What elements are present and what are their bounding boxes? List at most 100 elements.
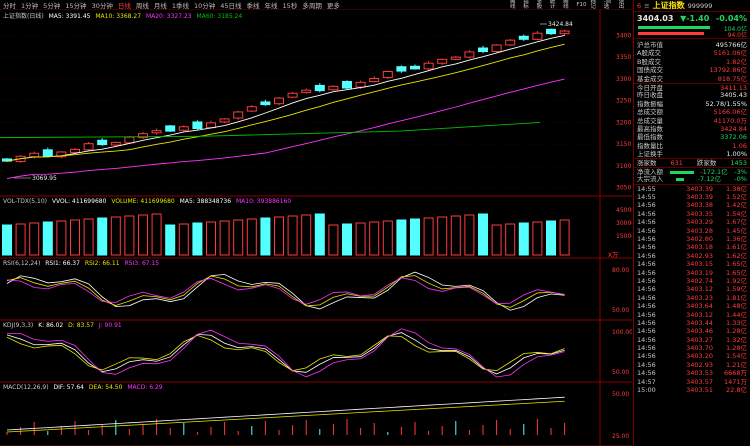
tick-time: 14:56: [637, 251, 656, 260]
toolbar-button[interactable]: 统计: [550, 0, 559, 10]
toolbar-button[interactable]: -自选: [604, 0, 615, 10]
stat-row: 今日开盘 3411.13: [634, 82, 750, 92]
volume-bar: [532, 221, 543, 256]
high-label: 3424.84: [548, 21, 573, 28]
volume-bar: [505, 223, 516, 256]
tick-price: 3403.38: [686, 201, 713, 210]
toolbar-button-label: 指标: [523, 0, 529, 10]
volume-bar: [410, 218, 420, 256]
ma20-label: MA20: 3327.23: [145, 13, 192, 20]
tick-volume: 1.32亿: [726, 335, 747, 344]
stat-label: B股成交: [637, 57, 661, 66]
kline-chart-area[interactable]: 3400 3350 3300 3250 3200 3150 3100 3050 3424.84 3…: [0, 0, 632, 446]
macd-panel-header: MACD(12,26,9) DIF: 57.64 DEA: 54.50 MACD…: [3, 384, 163, 391]
ma60-line: [0, 121, 541, 139]
period-tab[interactable]: 1分钟: [21, 1, 39, 10]
ma20-line: [6, 78, 565, 179]
toolbar-button[interactable]: F10: [576, 2, 586, 8]
tick-time: 14:56: [637, 218, 656, 227]
tick-time: 14:56: [637, 293, 656, 302]
stat-row: 国债成交 13792.86亿: [634, 66, 750, 74]
menu-icon[interactable]: ≡: [644, 1, 650, 10]
stat-label: A股成交: [637, 49, 661, 58]
period-tab[interactable]: 1季线: [171, 1, 189, 10]
volume-bar: [369, 221, 380, 256]
tick-volume: 1.45亿: [726, 226, 747, 235]
volume-bar: [246, 218, 257, 256]
toolbar-button-label: 标记: [590, 0, 597, 10]
period-tab[interactable]: 年线: [264, 1, 278, 10]
candle-body: [287, 92, 298, 98]
candle-body: [450, 56, 461, 60]
volume-bar: [342, 223, 352, 256]
volume-bar: [138, 214, 148, 256]
tick-row: 14:56 3403.38 1.42亿: [634, 201, 750, 209]
period-tab[interactable]: 5分钟: [43, 1, 61, 10]
rsi-panel-header: RSI(6,12,24) RSI1: 66.37 RSI2: 66.11 RSI…: [3, 260, 159, 267]
tick-volume: 1.21亿: [726, 360, 747, 369]
period-tab[interactable]: 月线: [153, 1, 167, 10]
tick-volume: 1.36亿: [726, 234, 747, 243]
volume-bar: [29, 222, 40, 256]
tick-volume: 6668万: [723, 369, 747, 378]
period-tab[interactable]: 15秒: [282, 1, 298, 10]
vol-vvol: VVOL: 411699680: [51, 198, 107, 205]
tick-time: 14:56: [637, 360, 656, 369]
tick-price: 3403.19: [686, 268, 713, 277]
candle-body: [546, 28, 556, 35]
rsi-tick-label: 80.00: [612, 267, 629, 274]
price-tick-label: 3150: [616, 141, 631, 148]
tick-row: 14:56 3402.74 1.92亿: [634, 277, 750, 285]
tick-time: 14:56: [637, 226, 656, 235]
period-tab[interactable]: 周线: [135, 1, 149, 10]
tick-price: 3403.12: [686, 310, 713, 319]
stat-label: 指数振幅: [637, 99, 663, 108]
period-tab[interactable]: 10分钟: [193, 1, 216, 10]
candle-body: [260, 101, 271, 106]
toolbar-button[interactable]: 多股: [537, 0, 546, 10]
period-tab[interactable]: 日线: [117, 1, 131, 10]
tick-volume: 1.28亿: [726, 344, 747, 353]
tick-list[interactable]: 14:55 3403.39 1.38亿 14:55 3403.39 1.52亿 14:56 3…: [634, 183, 750, 395]
tick-row: 14:56 3403.18 1.61亿: [634, 243, 750, 251]
stat-value: 1.06: [732, 141, 747, 150]
blockflow-value: -7.12亿: [697, 175, 721, 184]
period-tab[interactable]: 45日线: [220, 1, 242, 10]
low-label: 3069.95: [32, 175, 57, 182]
toolbar-button[interactable]: 画线: [563, 0, 572, 10]
tick-row: 14:55 3403.39 1.38亿: [634, 185, 750, 193]
volume-bar: [110, 216, 121, 256]
stat-value: 1.00%: [726, 150, 747, 159]
stat-row: 指数量比 1.06: [634, 142, 750, 150]
volume-bar: [219, 220, 230, 256]
rsi2-label: RSI2: 66.11: [84, 260, 120, 267]
volume-bar: [260, 217, 271, 256]
netflow-bar: [669, 170, 694, 174]
period-tab[interactable]: 多周期: [302, 1, 322, 10]
tick-time: 14:56: [637, 268, 656, 277]
period-tab[interactable]: 15分钟: [65, 1, 87, 10]
ma5-label: MA5: 3391.45: [48, 13, 91, 20]
toolbar-button[interactable]: 画线: [510, 0, 519, 10]
outflow-bar: [638, 32, 704, 35]
stat-row: 昨日收盘 3405.43: [634, 91, 750, 99]
tick-price: 3403.46: [686, 327, 713, 336]
toolbar-button[interactable]: 标记: [591, 0, 600, 10]
candle-body: [369, 77, 380, 83]
toolbar-button[interactable]: 指标: [523, 0, 532, 10]
toolbar-button-label: 多股: [536, 0, 543, 10]
candle-body: [437, 58, 448, 64]
stat-row: 总成交量 41170.0万: [634, 117, 750, 125]
toolbar-button[interactable]: 退出: [619, 0, 628, 10]
period-tab[interactable]: 更多: [326, 1, 340, 10]
period-tab[interactable]: 分时: [3, 1, 16, 10]
volume-bar: [301, 214, 312, 256]
candle-body: [246, 106, 257, 112]
tick-price: 3403.20: [686, 352, 713, 361]
period-tab[interactable]: 30分钟: [91, 1, 113, 10]
candle-body: [138, 133, 148, 139]
stat-label: 指数量比: [637, 141, 663, 150]
blockflow-bar: [676, 178, 685, 182]
period-tab[interactable]: 季线: [246, 1, 260, 10]
candle-body: [505, 39, 516, 46]
